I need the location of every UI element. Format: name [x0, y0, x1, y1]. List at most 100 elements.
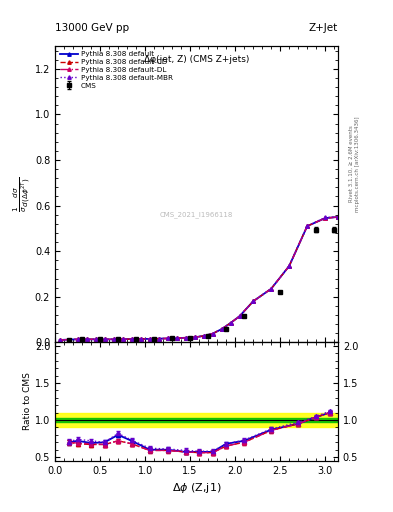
- Pythia 8.308 default-MBR: [84, 336, 89, 343]
- Pythia 8.308 default-MBR: [111, 336, 116, 343]
- Pythia 8.308 default: [183, 335, 188, 341]
- Line: Pythia 8.308 default-DL: Pythia 8.308 default-DL: [58, 215, 340, 342]
- Pythia 8.308 default: [156, 335, 161, 342]
- Pythia 8.308 default-MBR: [251, 298, 255, 304]
- Pythia 8.308 default-CD: [57, 337, 62, 343]
- Pythia 8.308 default: [129, 336, 134, 342]
- X-axis label: $\Delta\phi$ (Z,j1): $\Delta\phi$ (Z,j1): [172, 481, 221, 495]
- Bar: [55, 418, 338, 422]
- Pythia 8.308 default: [192, 334, 197, 340]
- Pythia 8.308 default-MBR: [102, 336, 107, 343]
- Line: Pythia 8.308 default-MBR: Pythia 8.308 default-MBR: [58, 215, 340, 342]
- Line: Pythia 8.308 default-CD: Pythia 8.308 default-CD: [58, 215, 340, 342]
- Pythia 8.308 default-DL: [210, 331, 215, 337]
- Pythia 8.308 default-CD: [156, 335, 161, 342]
- Pythia 8.308 default-MBR: [269, 286, 274, 292]
- Pythia 8.308 default-CD: [183, 335, 188, 341]
- Pythia 8.308 default-MBR: [305, 223, 310, 229]
- Pythia 8.308 default-DL: [251, 298, 255, 304]
- Pythia 8.308 default-DL: [269, 286, 274, 292]
- Y-axis label: Ratio to CMS: Ratio to CMS: [23, 373, 32, 431]
- Pythia 8.308 default-CD: [336, 214, 340, 220]
- Pythia 8.308 default-MBR: [120, 336, 125, 342]
- Pythia 8.308 default-MBR: [210, 331, 215, 337]
- Pythia 8.308 default-MBR: [129, 336, 134, 342]
- Pythia 8.308 default: [57, 337, 62, 343]
- Pythia 8.308 default-DL: [156, 335, 161, 342]
- Pythia 8.308 default-CD: [129, 336, 134, 342]
- Pythia 8.308 default: [174, 335, 179, 342]
- Pythia 8.308 default: [111, 336, 116, 343]
- Pythia 8.308 default-MBR: [57, 337, 62, 343]
- Text: mcplots.cern.ch [arXiv:1306.3436]: mcplots.cern.ch [arXiv:1306.3436]: [355, 116, 360, 211]
- Pythia 8.308 default: [269, 286, 274, 292]
- Pythia 8.308 default-MBR: [138, 336, 143, 342]
- Pythia 8.308 default-DL: [111, 336, 116, 343]
- Pythia 8.308 default-CD: [120, 336, 125, 342]
- Pythia 8.308 default-MBR: [219, 326, 224, 332]
- Pythia 8.308 default-DL: [138, 336, 143, 342]
- Pythia 8.308 default-CD: [84, 336, 89, 343]
- Pythia 8.308 default-MBR: [174, 335, 179, 342]
- Pythia 8.308 default-CD: [138, 336, 143, 342]
- Pythia 8.308 default-MBR: [237, 313, 242, 319]
- Pythia 8.308 default-DL: [287, 263, 292, 269]
- Pythia 8.308 default-MBR: [93, 336, 98, 343]
- Pythia 8.308 default: [75, 336, 80, 343]
- Pythia 8.308 default-DL: [93, 336, 98, 343]
- Text: Rivet 3.1.10, ≥ 2.6M events: Rivet 3.1.10, ≥ 2.6M events: [349, 125, 353, 202]
- Pythia 8.308 default-MBR: [183, 335, 188, 341]
- Pythia 8.308 default-CD: [75, 336, 80, 343]
- Pythia 8.308 default-CD: [269, 286, 274, 292]
- Pythia 8.308 default-CD: [219, 326, 224, 332]
- Pythia 8.308 default: [147, 336, 152, 342]
- Pythia 8.308 default-CD: [251, 298, 255, 304]
- Pythia 8.308 default-DL: [228, 320, 233, 326]
- Pythia 8.308 default-DL: [102, 336, 107, 343]
- Pythia 8.308 default: [93, 336, 98, 343]
- Pythia 8.308 default-MBR: [192, 334, 197, 340]
- Pythia 8.308 default: [66, 336, 71, 343]
- Pythia 8.308 default: [165, 335, 170, 342]
- Pythia 8.308 default-CD: [147, 336, 152, 342]
- Pythia 8.308 default-DL: [336, 214, 340, 220]
- Pythia 8.308 default-MBR: [165, 335, 170, 342]
- Pythia 8.308 default-DL: [57, 337, 62, 343]
- Pythia 8.308 default: [336, 214, 340, 220]
- Text: Z+Jet: Z+Jet: [309, 23, 338, 33]
- Pythia 8.308 default-DL: [219, 326, 224, 332]
- Pythia 8.308 default: [251, 298, 255, 304]
- Pythia 8.308 default: [305, 223, 310, 229]
- Pythia 8.308 default-CD: [287, 263, 292, 269]
- Pythia 8.308 default: [120, 336, 125, 342]
- Pythia 8.308 default: [102, 336, 107, 343]
- Pythia 8.308 default-CD: [201, 333, 206, 339]
- Text: Δφ(jet, Z) (CMS Z+jets): Δφ(jet, Z) (CMS Z+jets): [144, 55, 249, 64]
- Text: CMS_2021_I1966118: CMS_2021_I1966118: [160, 211, 233, 218]
- Pythia 8.308 default-MBR: [156, 335, 161, 342]
- Pythia 8.308 default-CD: [323, 215, 328, 221]
- Pythia 8.308 default-MBR: [147, 336, 152, 342]
- Pythia 8.308 default-DL: [120, 336, 125, 342]
- Pythia 8.308 default-CD: [237, 313, 242, 319]
- Pythia 8.308 default: [237, 313, 242, 319]
- Pythia 8.308 default: [201, 333, 206, 339]
- Pythia 8.308 default-DL: [183, 335, 188, 341]
- Line: Pythia 8.308 default: Pythia 8.308 default: [58, 215, 340, 342]
- Pythia 8.308 default-CD: [165, 335, 170, 342]
- Pythia 8.308 default-MBR: [323, 215, 328, 221]
- Pythia 8.308 default: [228, 320, 233, 326]
- Pythia 8.308 default: [287, 263, 292, 269]
- Y-axis label: $\frac{1}{\sigma}\frac{d\sigma}{d(\Delta\phi^{2T})}$: $\frac{1}{\sigma}\frac{d\sigma}{d(\Delta…: [12, 177, 33, 212]
- Pythia 8.308 default-MBR: [228, 320, 233, 326]
- Pythia 8.308 default: [323, 215, 328, 221]
- Pythia 8.308 default-CD: [93, 336, 98, 343]
- Text: 13000 GeV pp: 13000 GeV pp: [55, 23, 129, 33]
- Pythia 8.308 default-MBR: [336, 214, 340, 220]
- Pythia 8.308 default-DL: [165, 335, 170, 342]
- Pythia 8.308 default-CD: [111, 336, 116, 343]
- Legend: Pythia 8.308 default, Pythia 8.308 default-CD, Pythia 8.308 default-DL, Pythia 8: Pythia 8.308 default, Pythia 8.308 defau…: [59, 50, 174, 90]
- Pythia 8.308 default-DL: [192, 334, 197, 340]
- Pythia 8.308 default-DL: [147, 336, 152, 342]
- Pythia 8.308 default: [138, 336, 143, 342]
